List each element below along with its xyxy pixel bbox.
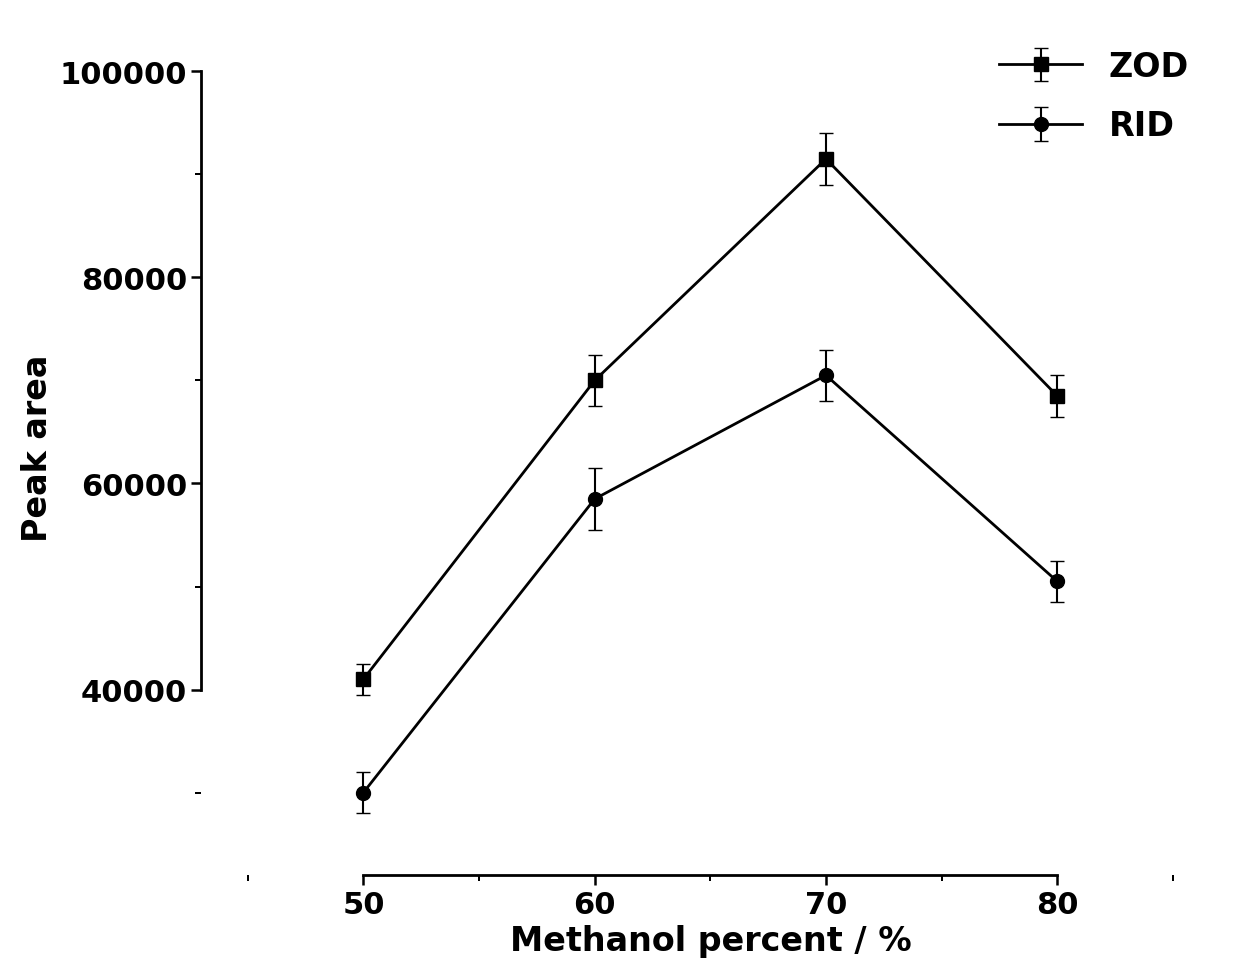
Legend: ZOD, RID: ZOD, RID bbox=[986, 37, 1203, 156]
X-axis label: Methanol percent / %: Methanol percent / % bbox=[510, 924, 911, 957]
Y-axis label: Peak area: Peak area bbox=[21, 354, 53, 542]
